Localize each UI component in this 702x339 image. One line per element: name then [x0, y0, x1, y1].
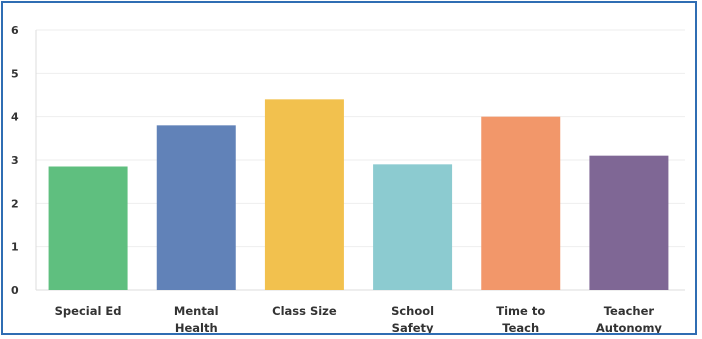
- y-axis-ticks: 0 1 2 3 4 5 6: [11, 24, 19, 297]
- bar: [48, 166, 128, 290]
- x-category-label: Teacher Autonomy: [596, 304, 663, 333]
- y-tick-label: 4: [11, 111, 19, 124]
- chart-frame: 0 1 2 3 4 5 6 Special Ed Mental Health Class Size…: [1, 1, 697, 335]
- y-tick-label: 2: [11, 197, 19, 210]
- x-category-label: Time to Teach: [496, 304, 545, 333]
- x-axis-labels: Special Ed Mental Health Class Size School Sa…: [55, 304, 663, 335]
- y-tick-label: 6: [11, 24, 19, 37]
- bar: [156, 125, 236, 290]
- bar: [481, 116, 561, 291]
- y-tick-label: 1: [11, 241, 19, 254]
- y-tick-label: 3: [11, 154, 19, 167]
- y-tick-label: 5: [11, 67, 19, 80]
- bar: [264, 99, 344, 290]
- bar-chart: 0 1 2 3 4 5 6 Special Ed Mental Health Class Size…: [11, 24, 685, 335]
- gridlines: [35, 29, 685, 291]
- x-category-label: Class Size: [272, 304, 337, 318]
- bars: [48, 99, 669, 291]
- bar: [589, 155, 669, 290]
- x-category-label: Mental Health: [174, 304, 219, 333]
- x-category-label: Special Ed: [55, 304, 122, 318]
- bar: [373, 164, 453, 290]
- x-category-label: School Safety: [391, 304, 434, 333]
- y-tick-label: 0: [11, 284, 19, 297]
